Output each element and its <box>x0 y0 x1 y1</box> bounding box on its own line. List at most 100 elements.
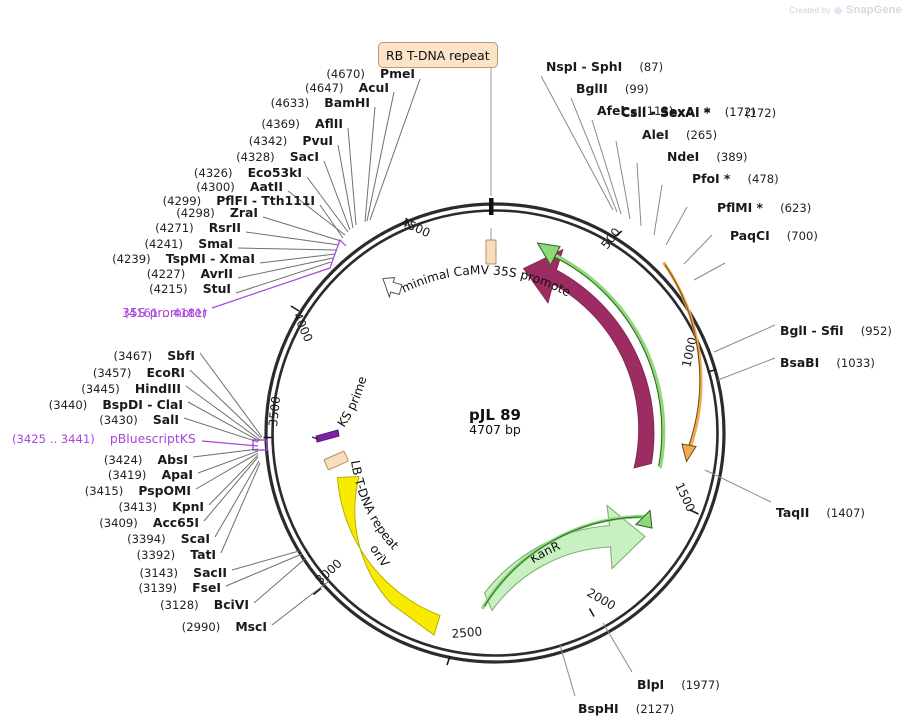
site-label-left[interactable]: (3409) Acc65I <box>99 456 259 531</box>
site-label-left[interactable]: (4300) AatII <box>196 176 346 236</box>
site-name: PfoI * <box>692 171 731 186</box>
site-pos: (87) <box>639 60 663 74</box>
site-pos: (4215) <box>149 282 188 296</box>
svg-text:(3409) Acc65I: (3409) Acc65I <box>99 512 199 531</box>
site-label-left[interactable]: (4271) RsrII <box>155 217 340 246</box>
site-label-left[interactable]: (3440) BspDI - ClaI <box>49 394 260 442</box>
promoter-arrow-icon <box>382 277 403 299</box>
site-label-right[interactable]: PaqCI (700) <box>693 225 818 281</box>
site-label-left[interactable]: (3424) AbsI <box>104 448 259 468</box>
site-label-left[interactable]: (3445) HindIII <box>81 378 261 441</box>
watermark-lead: Created by <box>789 5 831 15</box>
site-label-left[interactable]: (3467) SbfI <box>114 345 263 438</box>
site-label-right[interactable]: BspHI (2127) <box>559 644 674 717</box>
svg-text:(4647) AcuI: (4647) AcuI <box>305 77 389 96</box>
site-label-right[interactable]: PfoI * (478) <box>665 168 779 246</box>
site-label-right[interactable]: BsaBI (1033) <box>717 352 875 381</box>
ruler-tick-label: 1500 <box>672 480 698 514</box>
site-label-right[interactable]: AfeI (113) <box>591 100 673 215</box>
site-name: FseI <box>192 580 221 595</box>
feature-rb-tdna-repeat[interactable] <box>489 60 494 215</box>
svg-text:(3413) KpnI: (3413) KpnI <box>118 496 204 515</box>
svg-text:TaqII (1407): TaqII (1407) <box>776 502 865 521</box>
feature-label-pbluescriptks[interactable]: (3425 .. 3441) pBluescriptKS <box>12 428 268 451</box>
site-label-right[interactable]: NspI - SphI (87) <box>540 56 663 211</box>
site-name: AcuI <box>359 80 389 95</box>
svg-text:(4241) SmaI: (4241) SmaI <box>145 233 233 252</box>
site-label-left[interactable]: (3415) PspOMI <box>85 452 259 499</box>
site-label-right[interactable]: PflMI * (623) <box>683 197 811 265</box>
site-pos: (4271) <box>155 221 194 235</box>
svg-text:(4239) TspMI - Xma: (4239) TspMI - XmaI <box>112 248 255 267</box>
site-label-right[interactable]: TaqII (1407) <box>704 469 865 521</box>
site-pos: (4241) <box>145 237 184 251</box>
site-label-left[interactable]: (4369) AflII <box>261 113 357 226</box>
site-label-left[interactable]: (3143) SacII <box>139 550 300 581</box>
restriction-sites-left-middle: (3467) SbfI (3457) EcoRI (3445) HindIII <box>49 345 263 443</box>
site-label-left[interactable]: (3394) ScaI <box>127 460 260 547</box>
site-name: ZraI <box>230 205 258 220</box>
site-pos: (4299) <box>163 194 202 208</box>
site-label-left[interactable]: (4227) AvrII <box>147 257 334 282</box>
svg-text:(4342) PvuI: (4342) PvuI <box>249 130 333 149</box>
site-pos: (4328) <box>236 150 275 164</box>
site-label-left[interactable]: (3457) EcoRI <box>93 362 262 439</box>
site-label-left[interactable]: (4326) Eco53kI <box>194 162 349 233</box>
site-pos: (172) <box>724 105 756 119</box>
site-label-left[interactable]: (3419) ApaI <box>108 450 259 483</box>
svg-text:35S promoter: 35S promoter <box>122 305 208 320</box>
feature-arrow-kanr-line <box>481 509 653 610</box>
svg-text:BsaBI (1033): BsaBI (1033) <box>780 352 875 371</box>
site-label-left[interactable]: (3128) BciVI <box>160 557 307 613</box>
site-label-left[interactable]: (4633) BamHI <box>271 92 376 223</box>
svg-text:(3445) HindIII: (3445) HindIII <box>81 378 181 397</box>
site-label-left[interactable]: (4670) PmeI <box>326 63 421 221</box>
site-label-left[interactable]: (2990) MscI <box>182 580 330 635</box>
site-label-left[interactable]: (4215) StuI <box>149 261 332 297</box>
site-label-left[interactable]: (4239) TspMI - XmaI <box>112 248 336 267</box>
svg-text:(3139) FseI: (3139) FseI <box>138 577 221 596</box>
site-pos: (700) <box>787 229 818 243</box>
site-label-right[interactable]: BglII (99) <box>570 78 649 213</box>
svg-text:(4271) RsrII: (4271) RsrII <box>155 217 241 236</box>
svg-text:(4227) AvrII: (4227) AvrII <box>147 263 233 282</box>
site-label-left[interactable]: (3392) TatI <box>137 462 261 563</box>
site-label-left[interactable]: (4299) PflFI - Tth111I <box>163 190 344 239</box>
site-name: PspOMI <box>138 483 191 498</box>
site-label-left[interactable]: (3139) FseI <box>138 553 303 596</box>
plasmid-title-group: pJL 89 4707 bp <box>469 406 521 437</box>
site-label-right[interactable]: BlpI (1977) <box>602 622 720 693</box>
site-label-left[interactable]: (4328) SacI <box>236 146 351 231</box>
site-label-left[interactable]: (4342) PvuI <box>249 130 354 229</box>
rb-tdna-repeat-callout[interactable]: RB T-DNA repeat <box>378 42 498 68</box>
site-pos: (4369) <box>261 117 300 131</box>
ruler-tick-3500: 3500 <box>263 395 283 439</box>
site-label-right[interactable]: NdeI (389) <box>653 146 748 236</box>
site-pos: (3143) <box>139 566 178 580</box>
svg-text:(3415) PspOMI: (3415) PspOMI <box>85 480 191 499</box>
site-name: StuI <box>203 281 231 296</box>
svg-text:AfeI (113): AfeI (113) <box>597 100 673 119</box>
feature-kanr[interactable]: KanR <box>483 504 646 612</box>
site-pos: (1977) <box>681 678 720 692</box>
site-label-right[interactable]: CsiI - SexAI * (172) <box>615 105 776 220</box>
site-pos: (3415) <box>85 484 124 498</box>
feature-name: 35S promoter <box>122 305 208 320</box>
site-label-left[interactable]: (4241) SmaI <box>145 233 338 252</box>
ruler-tick-1500: 1500 <box>672 480 699 515</box>
feature-label-35s-promoter[interactable]: (4161 .. 4181) 35S promoter <box>122 238 347 320</box>
site-label-left[interactable]: (4298) ZraI <box>176 202 342 242</box>
site-name-csii-sexai[interactable]: CsiI - SexAI * (172) <box>621 104 756 119</box>
site-pos: (3440) <box>49 398 88 412</box>
svg-text:CsiI - SexAI *: CsiI - SexAI * <box>621 105 711 120</box>
site-label-right[interactable]: BglI - SfiI (952) <box>713 320 892 353</box>
site-pos: (4239) <box>112 252 151 266</box>
site-label-left[interactable]: (4647) AcuI <box>305 77 395 222</box>
site-name: ScaI <box>181 531 210 546</box>
site-name: BspHI <box>578 701 619 716</box>
feature-arrow-orange <box>662 261 703 463</box>
site-label-left[interactable]: (3430) SalI <box>99 409 259 443</box>
site-label-right[interactable]: AleI (265) <box>636 124 717 227</box>
site-label-left[interactable]: (3413) KpnI <box>118 454 259 515</box>
svg-text:(4161 .. 4181): (4161 .. 4181) <box>124 306 207 320</box>
